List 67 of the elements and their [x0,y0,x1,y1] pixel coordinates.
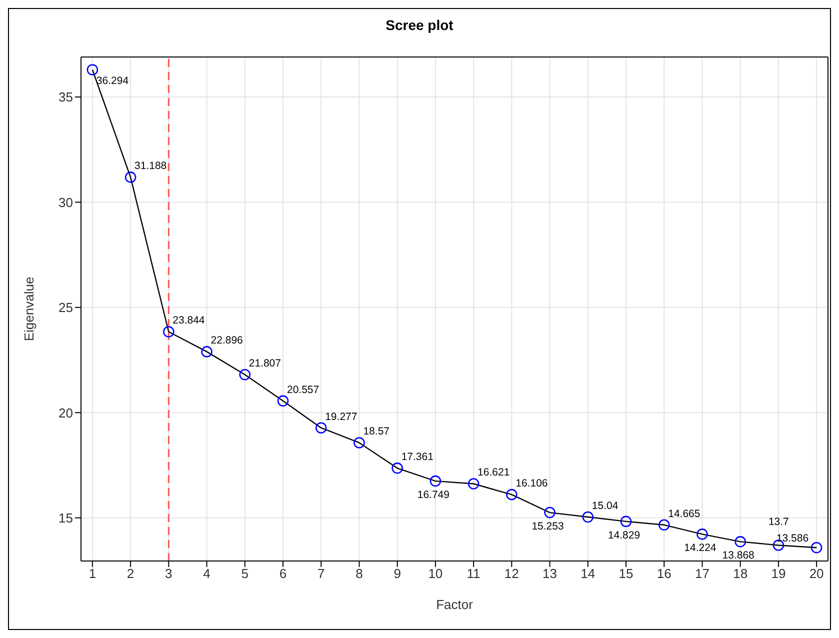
x-tick-label: 1 [88,566,96,582]
x-tick-label: 11 [466,566,480,582]
y-tick-label: 30 [58,194,73,210]
point [315,422,327,434]
x-tick-label: 7 [317,566,325,582]
x-tick-label: 3 [165,566,172,582]
data-label: 13.586 [776,532,809,545]
x-tick-label: 10 [428,566,443,582]
x-tick-label: 17 [694,566,710,582]
data-label: 13.868 [722,550,755,562]
point [163,326,174,338]
x-axis-title: Factor [436,597,474,612]
data-label: 23.844 [172,314,205,327]
x-tick-label: 4 [203,566,210,582]
data-label: 22.896 [210,334,244,347]
x-tick-label: 19 [771,566,786,582]
point [696,528,708,540]
data-label: 16.106 [516,478,548,490]
x-tick-label: 13 [542,566,558,582]
point [734,536,746,548]
x-tick-label: 20 [809,566,824,582]
data-label: 17.361 [401,451,434,464]
y-tick-label: 25 [58,300,73,316]
data-label: 18.57 [363,426,390,438]
point [506,488,518,500]
point [582,511,594,523]
data-label: 31.188 [134,160,167,172]
point [201,346,212,358]
point [544,506,556,518]
data-label: 15.04 [592,500,618,512]
x-tick-label: 8 [356,566,363,582]
point [810,542,822,554]
x-tick-label: 15 [618,566,634,582]
y-tick-label: 35 [58,90,73,105]
point [658,519,670,531]
point [392,462,403,474]
point [86,64,98,76]
x-tick-label: 2 [126,566,134,582]
x-tick-label: 14 [580,566,596,582]
data-label: 20.557 [286,384,320,396]
point [354,437,365,448]
data-label: 16.749 [417,489,450,502]
data-label: 14.224 [684,542,716,554]
y-tick-label: 15 [58,510,73,526]
y-axis-title: Eigenvalue [22,276,37,342]
data-label: 21.807 [248,358,282,370]
point [430,475,442,487]
point [620,516,632,528]
chart-title: Scree plot [384,17,454,33]
x-tick-label: 9 [394,566,401,582]
y-tick-label: 20 [58,405,73,420]
point [239,368,251,380]
x-tick-label: 12 [504,566,519,582]
point [124,172,136,183]
data-label: 19.277 [325,410,358,423]
point [468,478,480,490]
data-label: 15.253 [532,520,564,533]
point [277,395,289,407]
data-label: 36.294 [96,74,129,87]
x-tick-label: 5 [241,566,248,582]
x-tick-label: 16 [656,566,672,582]
data-label: 16.621 [478,466,510,479]
data-label: 13.7 [768,516,790,528]
data-label: 14.829 [608,529,640,542]
x-tick-label: 18 [733,566,748,582]
data-label: 14.665 [668,508,700,520]
x-tick-label: 6 [279,566,287,582]
